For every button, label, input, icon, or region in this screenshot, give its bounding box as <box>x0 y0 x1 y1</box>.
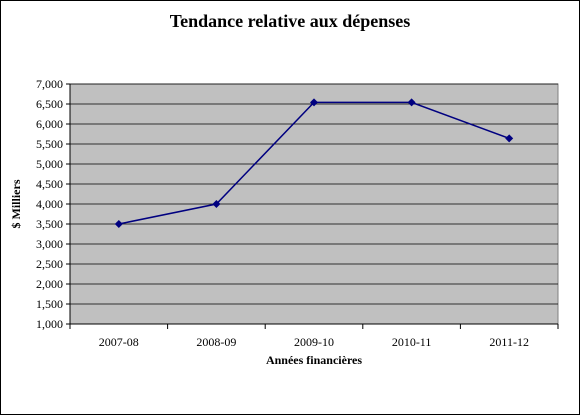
y-axis-ticks: 1,000 1,500 2,000 2,500 3,000 3,500 4,000 4,500… <box>36 77 558 331</box>
y-axis-title: $ Milliers <box>9 179 23 228</box>
data-point <box>505 134 514 143</box>
x-tick-label: 2011-12 <box>489 335 529 349</box>
y-tick-label: 7,000 <box>36 77 63 91</box>
y-tick-label: 3,000 <box>36 237 63 251</box>
y-tick-label: 6,000 <box>36 117 63 131</box>
y-tick-label: 2,500 <box>36 257 63 271</box>
y-tick-label: 1,000 <box>36 317 63 331</box>
x-tick-label: 2007-08 <box>99 335 139 349</box>
data-point <box>407 98 416 107</box>
x-tick-label: 2008-09 <box>196 335 236 349</box>
data-point <box>114 220 123 228</box>
x-axis-ticks: 2007-08 2008-09 2009-10 2010-11 2011-12 <box>69 324 559 349</box>
y-tick-label: 4,500 <box>36 177 63 191</box>
y-tick-label: 5,500 <box>36 137 63 151</box>
y-tick-label: 2,000 <box>36 277 63 291</box>
data-point <box>212 200 221 208</box>
x-tick-label: 2009-10 <box>294 335 334 349</box>
x-tick-label: 2010-11 <box>392 335 432 349</box>
y-tick-label: 6,500 <box>36 97 63 111</box>
y-tick-label: 1,500 <box>36 297 63 311</box>
chart-title: Tendance relative aux dépenses <box>169 11 411 31</box>
series-markers <box>114 98 514 228</box>
x-axis-title: Années financières <box>266 353 362 367</box>
y-tick-label: 5,000 <box>36 157 63 171</box>
y-tick-label: 3,500 <box>36 217 63 231</box>
y-tick-label: 4,000 <box>36 197 63 211</box>
data-point <box>310 98 318 107</box>
